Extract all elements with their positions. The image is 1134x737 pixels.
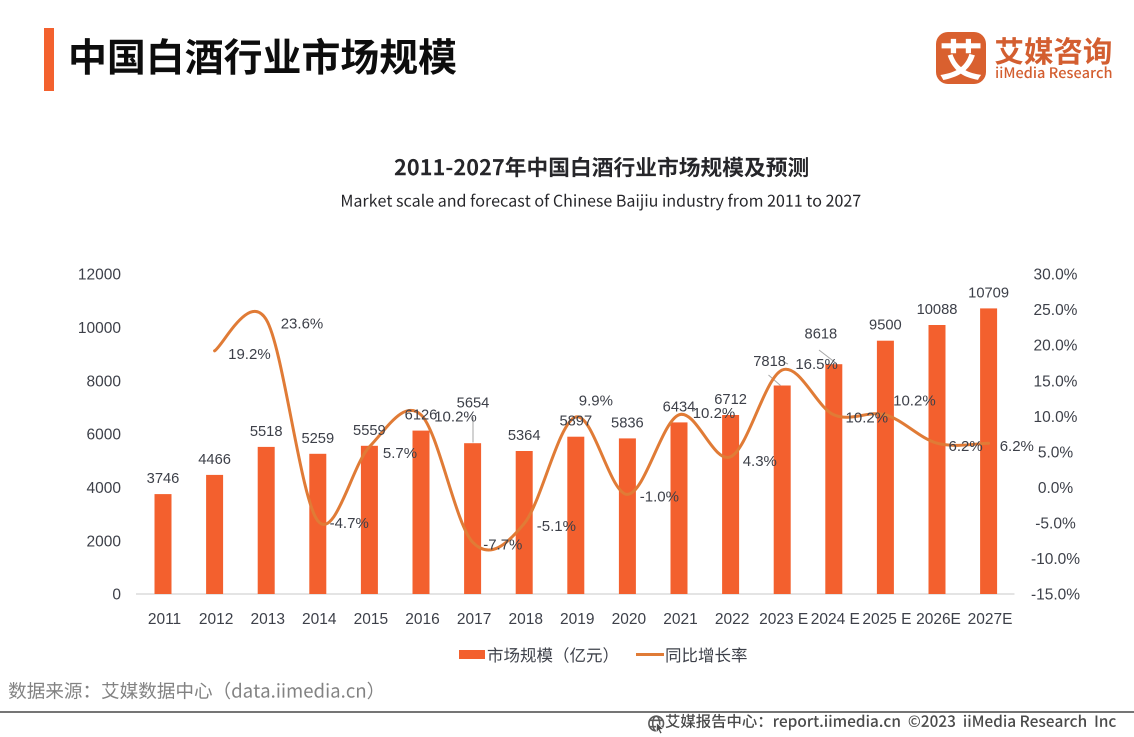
svg-text:10.2%: 10.2% <box>893 393 936 410</box>
svg-text:6000: 6000 <box>87 427 122 444</box>
svg-text:2021: 2021 <box>663 611 697 628</box>
svg-text:15.0%: 15.0% <box>1034 373 1078 390</box>
svg-text:5836: 5836 <box>611 415 644 431</box>
svg-text:10000: 10000 <box>78 320 121 337</box>
svg-text:10709: 10709 <box>968 285 1009 301</box>
svg-text:-4.7%: -4.7% <box>330 515 369 532</box>
svg-text:8000: 8000 <box>87 373 122 390</box>
svg-text:5654: 5654 <box>457 396 490 412</box>
svg-text:4.3%: 4.3% <box>743 453 777 470</box>
svg-text:2023 E: 2023 E <box>759 611 808 628</box>
svg-text:6.2%: 6.2% <box>1000 438 1034 455</box>
svg-text:2017: 2017 <box>457 611 491 628</box>
svg-text:9.9%: 9.9% <box>579 393 613 410</box>
svg-text:2011: 2011 <box>148 611 181 628</box>
svg-text:-5.1%: -5.1% <box>537 518 576 535</box>
svg-text:25.0%: 25.0% <box>1034 302 1078 319</box>
svg-text:6434: 6434 <box>663 399 696 415</box>
svg-text:5897: 5897 <box>559 414 592 430</box>
svg-text:-7.7%: -7.7% <box>483 536 522 553</box>
svg-text:6.2%: 6.2% <box>948 438 982 455</box>
svg-text:4000: 4000 <box>87 480 122 497</box>
svg-text:19.2%: 19.2% <box>228 346 271 363</box>
svg-text:5559: 5559 <box>353 423 386 439</box>
svg-text:0: 0 <box>112 587 121 604</box>
svg-text:2018: 2018 <box>508 611 542 628</box>
svg-text:2025 E: 2025 E <box>862 611 911 628</box>
svg-text:30.0%: 30.0% <box>1034 267 1078 284</box>
svg-text:2015: 2015 <box>354 611 388 628</box>
svg-text:5.7%: 5.7% <box>383 445 417 462</box>
svg-text:5518: 5518 <box>250 424 283 440</box>
svg-text:-15.0%: -15.0% <box>1031 587 1080 604</box>
svg-text:3746: 3746 <box>147 471 180 487</box>
svg-text:2016: 2016 <box>405 611 439 628</box>
svg-text:2026E: 2026E <box>916 611 961 628</box>
svg-text:2014: 2014 <box>302 611 337 628</box>
svg-text:20.0%: 20.0% <box>1034 338 1078 355</box>
svg-text:2027E: 2027E <box>968 611 1013 628</box>
svg-text:2019: 2019 <box>560 611 594 628</box>
svg-text:12000: 12000 <box>78 267 121 284</box>
svg-text:10088: 10088 <box>917 302 958 318</box>
svg-text:7818: 7818 <box>753 354 786 370</box>
svg-text:2022: 2022 <box>715 611 749 628</box>
svg-text:23.6%: 23.6% <box>281 315 324 332</box>
svg-text:-5.0%: -5.0% <box>1035 516 1076 533</box>
svg-text:6126: 6126 <box>405 408 438 424</box>
svg-text:2000: 2000 <box>87 533 122 550</box>
svg-text:16.5%: 16.5% <box>795 356 838 373</box>
svg-text:-1.0%: -1.0% <box>640 488 679 505</box>
svg-text:6712: 6712 <box>714 392 747 408</box>
svg-text:-10.0%: -10.0% <box>1031 551 1080 568</box>
svg-text:2020: 2020 <box>612 611 647 628</box>
svg-text:2013: 2013 <box>250 611 284 628</box>
svg-text:10.2%: 10.2% <box>693 405 736 422</box>
svg-text:10.2%: 10.2% <box>434 409 477 426</box>
svg-text:10.0%: 10.0% <box>1034 409 1078 426</box>
svg-text:2024 E: 2024 E <box>811 611 860 628</box>
svg-text:4466: 4466 <box>198 452 231 468</box>
svg-text:0.0%: 0.0% <box>1038 480 1074 497</box>
svg-text:5364: 5364 <box>508 428 541 444</box>
svg-text:10.2%: 10.2% <box>846 409 889 426</box>
svg-text:9500: 9500 <box>869 318 902 334</box>
svg-text:8618: 8618 <box>805 327 838 343</box>
svg-text:5.0%: 5.0% <box>1038 444 1074 461</box>
svg-text:5259: 5259 <box>301 431 334 447</box>
svg-text:2012: 2012 <box>199 611 233 628</box>
